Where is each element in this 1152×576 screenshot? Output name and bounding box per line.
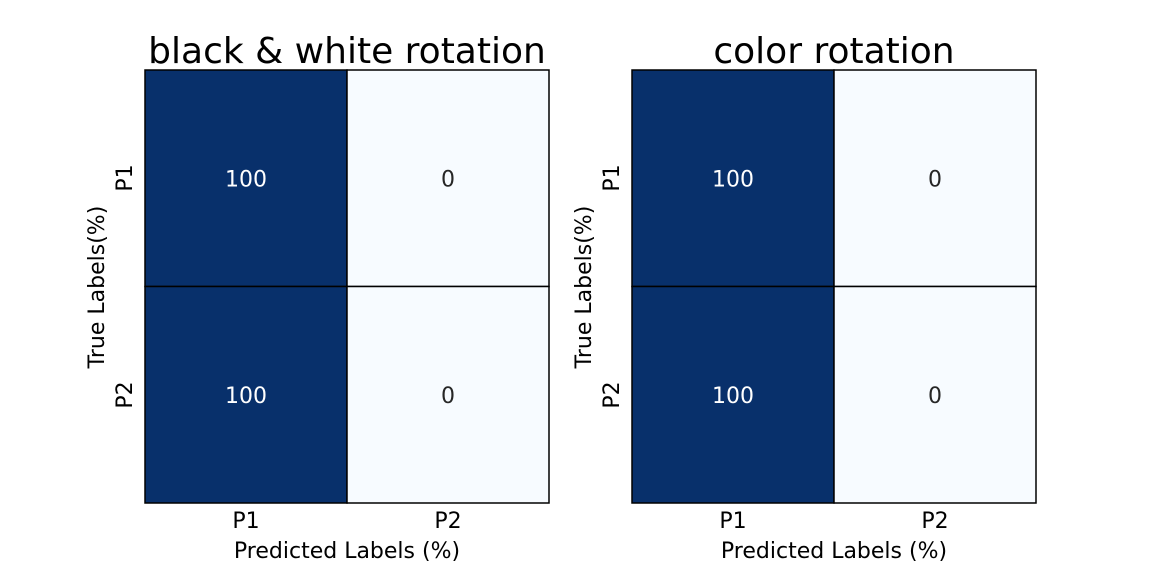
heatmap-cell: [144, 285, 348, 504]
y-axis-label: True Labels(%): [85, 206, 110, 370]
cell-value-label: 0: [441, 167, 455, 192]
heatmap-cells: 100 0 100 0: [144, 69, 550, 504]
y-tick-label: P2: [113, 381, 138, 408]
y-axis-label: True Labels(%): [572, 206, 597, 370]
chart-title: color rotation: [713, 31, 954, 72]
y-tick-label: P1: [600, 164, 625, 191]
x-tick-label: P2: [434, 509, 461, 534]
heatmap-cell: [631, 285, 835, 504]
chart-title: black & white rotation: [148, 31, 546, 72]
cell-value-label: 0: [441, 384, 455, 409]
y-tick-label: P2: [600, 381, 625, 408]
cell-value-label: 100: [225, 384, 267, 409]
x-tick-label: P1: [719, 509, 746, 534]
x-tick-label: P2: [921, 509, 948, 534]
cell-value-label: 0: [928, 167, 942, 192]
heatmap-cells: 100 0 100 0: [631, 69, 1037, 504]
cell-value-label: 100: [712, 167, 754, 192]
cell-value-label: 0: [928, 384, 942, 409]
x-axis-label: Predicted Labels (%): [721, 539, 947, 564]
heatmap-frame: [144, 69, 550, 504]
heatmap-cell: [144, 69, 348, 288]
heatmap-cell: [631, 69, 835, 288]
heatmap-cell: [346, 285, 550, 504]
x-tick-label: P1: [232, 509, 259, 534]
cell-value-label: 100: [225, 167, 267, 192]
cell-value-label: 100: [712, 384, 754, 409]
y-tick-label: P1: [113, 164, 138, 191]
heatmap-frame: [631, 69, 1037, 504]
heatmap-panel-1: black & white rotation 100 0 100 0 P1 P2 P1…: [85, 31, 550, 564]
heatmap-panel-2: color rotation 100 0 100 0 P1 P2 P1 P2 Pred…: [572, 31, 1037, 564]
x-axis-label: Predicted Labels (%): [234, 539, 460, 564]
